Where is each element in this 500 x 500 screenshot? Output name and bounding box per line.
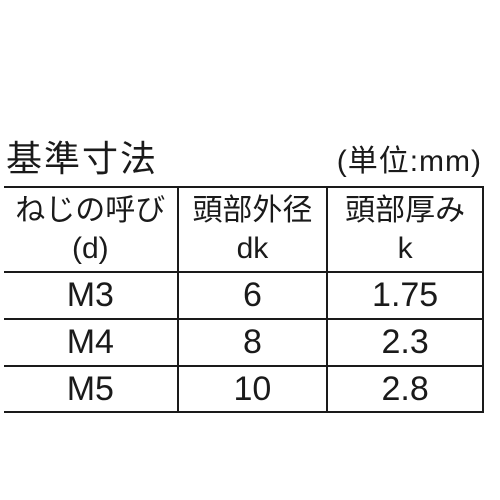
- table-row: M4 8 2.3: [4, 319, 483, 366]
- content-block: 基準寸法 (単位:mm) ねじの呼び (d) 頭部外径 dk 頭部厚み k: [0, 130, 500, 413]
- col-header-k-line1: 頭部厚み: [345, 194, 465, 227]
- unit-label: (単位:mm): [337, 136, 482, 180]
- dimensions-table: ねじの呼び (d) 頭部外径 dk 頭部厚み k M3 6: [4, 186, 484, 413]
- header-row: 基準寸法 (単位:mm): [0, 130, 500, 186]
- cell-k: 2.3: [327, 319, 483, 366]
- table-row: M3 6 1.75: [4, 272, 483, 319]
- cell-dk: 6: [178, 272, 328, 319]
- cell-d: M3: [4, 272, 178, 319]
- table-header-row: ねじの呼び (d) 頭部外径 dk 頭部厚み k: [4, 187, 483, 272]
- col-header-dk: 頭部外径 dk: [178, 187, 328, 272]
- col-header-k: 頭部厚み k: [327, 187, 483, 272]
- cell-k: 2.8: [327, 366, 483, 413]
- col-header-dk-line2: dk: [237, 232, 269, 265]
- cell-dk: 10: [178, 366, 328, 413]
- cell-dk: 8: [178, 319, 328, 366]
- col-header-d-line1: ねじの呼び: [15, 194, 165, 227]
- cell-d: M5: [4, 366, 178, 413]
- table-title: 基準寸法: [6, 130, 158, 182]
- table-head: ねじの呼び (d) 頭部外径 dk 頭部厚み k: [4, 187, 483, 272]
- table-row: M5 10 2.8: [4, 366, 483, 413]
- col-header-d: ねじの呼び (d): [4, 187, 178, 272]
- col-header-d-line2: (d): [72, 232, 109, 265]
- page: 基準寸法 (単位:mm) ねじの呼び (d) 頭部外径 dk 頭部厚み k: [0, 0, 500, 500]
- cell-d: M4: [4, 319, 178, 366]
- table-body: M3 6 1.75 M4 8 2.3 M5 10 2.8: [4, 272, 483, 412]
- col-header-dk-line1: 頭部外径: [192, 194, 312, 227]
- col-header-k-line2: k: [398, 232, 413, 265]
- cell-k: 1.75: [327, 272, 483, 319]
